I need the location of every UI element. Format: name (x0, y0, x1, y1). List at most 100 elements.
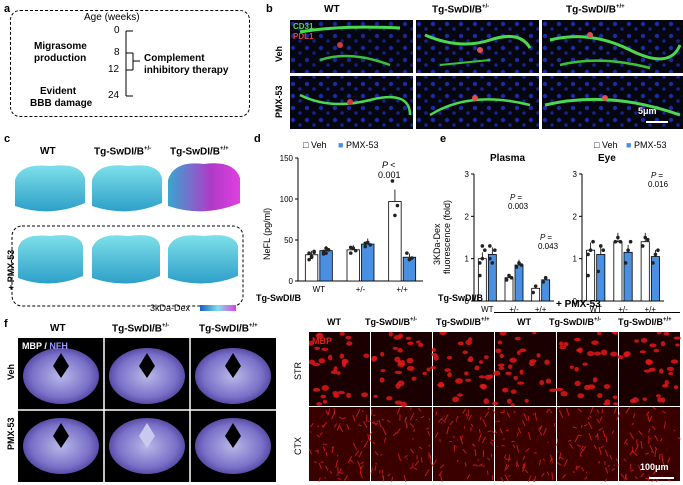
data-point (353, 248, 358, 253)
panel-a-label: a (4, 3, 11, 15)
f-brain-veh-het (109, 348, 185, 404)
x-tick-label: +/+ (396, 285, 408, 294)
tick-0: 0 (114, 25, 120, 36)
b-img-pmx-hom (542, 76, 683, 129)
data-point (616, 235, 620, 240)
data-point (640, 244, 645, 248)
e-ylabel-1: 3KDa-Dex (432, 223, 442, 265)
d-p2: 0.001 (378, 170, 401, 180)
f-col-het: Tg-SwDI/B+/- (112, 323, 170, 335)
timeline-axis (125, 30, 140, 97)
d-ylabel: NeFL (pg/ml) (262, 207, 272, 260)
e-legend-pmx: ■ PMX-53 (626, 140, 667, 150)
b-img-veh-hom (542, 20, 683, 73)
b-scale-label: 5μm (638, 106, 657, 116)
data-point (653, 252, 658, 257)
panel-b-label: b (266, 3, 273, 15)
y-tick-label: 2 (465, 212, 470, 221)
y-tick-label: 3 (465, 170, 470, 179)
data-point (488, 256, 492, 261)
chart-d: 0 50 100 150 WT +/- +/+ (280, 154, 423, 294)
c-colorbar-label: 3kDa-Dex (150, 303, 191, 313)
x-tick-label: +/- (356, 285, 366, 294)
mbp-tile (430, 332, 494, 406)
c-heat-veh-hom (168, 163, 240, 212)
data-point (405, 251, 409, 255)
mbp-tile (491, 332, 557, 407)
bar (319, 250, 333, 282)
y-tick-label: 0 (465, 297, 470, 306)
b-row-veh: Veh (274, 45, 284, 62)
data-point (493, 248, 497, 252)
bar (623, 251, 633, 302)
b-img-pmx-het (416, 76, 539, 129)
data-point (368, 243, 373, 247)
f-brain-pmx-het (109, 418, 185, 474)
f-brain-pmx-wt (23, 418, 99, 474)
data-point (488, 244, 492, 248)
f-r-col-5: Tg-SwDI/B+/- (549, 317, 602, 327)
mbp-tile (309, 407, 373, 482)
data-point (626, 248, 630, 252)
data-point (623, 261, 628, 265)
data-point (309, 255, 314, 260)
mbp-tile (555, 332, 619, 406)
note-migrasome: Migrasome (34, 41, 87, 52)
chart-e-plasma: 0 1 2 3 WT +/- +/+ (465, 170, 554, 314)
data-point (643, 235, 648, 240)
mbp-tile (494, 407, 556, 482)
e-xlabel: Tg-SwDI/B (438, 293, 483, 303)
panel-d-label: d (254, 133, 261, 145)
f-row-pmx: PMX-53 (6, 417, 16, 450)
data-point (586, 252, 590, 257)
data-point (618, 239, 623, 244)
data-point (656, 248, 660, 252)
x-tick-label: +/- (509, 305, 519, 314)
data-point (598, 244, 603, 248)
b-img-veh-het (416, 20, 539, 73)
d-p1: P < (382, 160, 396, 170)
f-scale-label: 100μm (640, 462, 669, 472)
c-heat-pmx-hom (168, 235, 238, 284)
data-point (480, 256, 485, 261)
c-col-hom: Tg-SwDI/B+/+ (170, 146, 229, 158)
f-pmx-group: + PMX-53 (556, 299, 601, 310)
f-brain-pmx-hom (195, 418, 271, 474)
data-point (480, 244, 485, 248)
data-point (651, 261, 655, 265)
note-production: production (34, 53, 87, 64)
y-tick-label: 0 (289, 277, 294, 286)
b-col-hom: Tg-SwDI/B+/+ (566, 4, 625, 16)
f-row-str: STR (293, 362, 303, 380)
c-heatmaps (11, 163, 244, 307)
x-tick-label: +/- (618, 305, 628, 314)
data-point (307, 257, 311, 262)
mbp-tile (616, 406, 681, 482)
c-heat-veh-het (92, 165, 162, 212)
y-tick-label: 1 (465, 255, 470, 264)
b-col-wt: WT (324, 4, 340, 15)
c-heat-veh-wt (15, 165, 85, 212)
data-point (509, 275, 514, 280)
f-r-col-1: WT (327, 317, 341, 327)
data-point (490, 261, 495, 265)
mbp-tile (371, 332, 432, 408)
f-r-col-2: Tg-SwDI/B+/- (365, 317, 418, 327)
mbp-tile (432, 407, 496, 482)
panel-f-label: f (4, 318, 8, 330)
b-col-het: Tg-SwDI/B+/- (432, 4, 490, 16)
e-eye-title: Eye (598, 153, 616, 164)
y-tick-label: 50 (284, 236, 293, 245)
data-point (348, 245, 353, 250)
y-tick-label: 1 (573, 255, 578, 264)
data-point (514, 265, 519, 269)
data-point (586, 273, 590, 278)
c-colorbar (200, 305, 236, 311)
bar (541, 279, 551, 302)
f-brain-veh-wt (23, 348, 99, 404)
x-tick-label: WT (313, 285, 326, 294)
b-img-veh-wt (290, 20, 413, 73)
bar (388, 201, 402, 282)
data-point (517, 261, 521, 265)
data-point (478, 273, 482, 278)
